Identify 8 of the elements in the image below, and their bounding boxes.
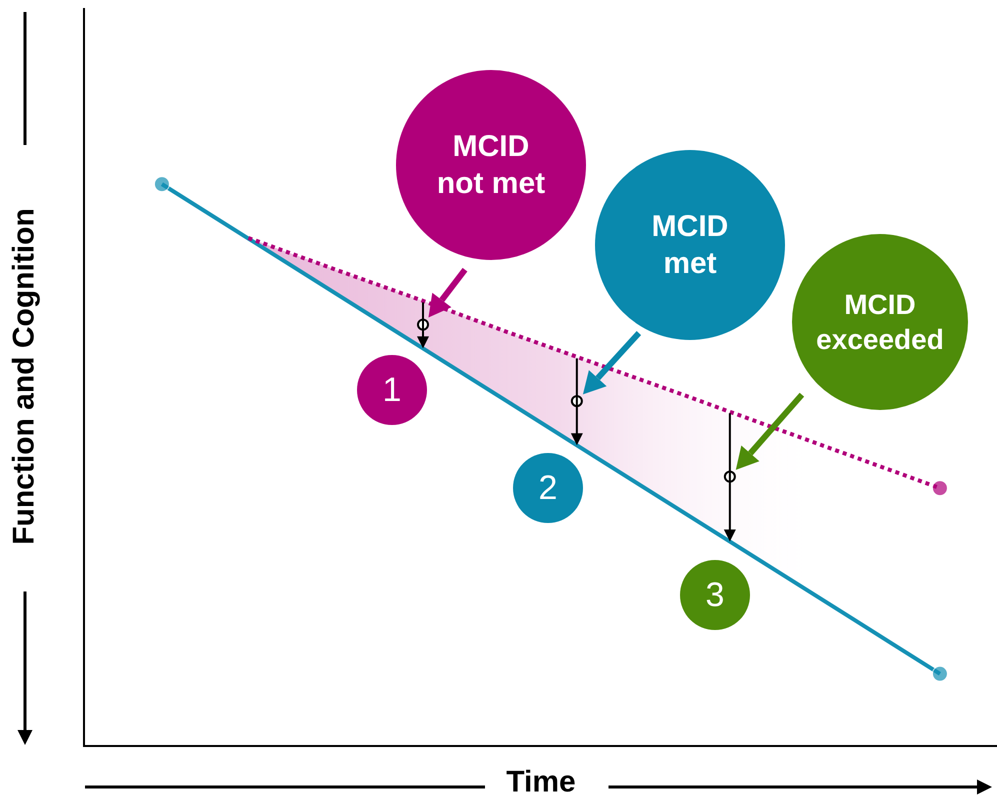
annotation: MCID not met (436, 128, 546, 202)
y-axis-title: Function and Cognition (8, 208, 40, 545)
annotation: 1 (382, 370, 402, 411)
x-axis-title: Time (506, 765, 576, 798)
annotation: MCID met (652, 208, 728, 282)
annotation: MCID exceeded (816, 288, 944, 357)
annotation: 3 (706, 574, 724, 616)
annotation: 2 (538, 468, 558, 509)
